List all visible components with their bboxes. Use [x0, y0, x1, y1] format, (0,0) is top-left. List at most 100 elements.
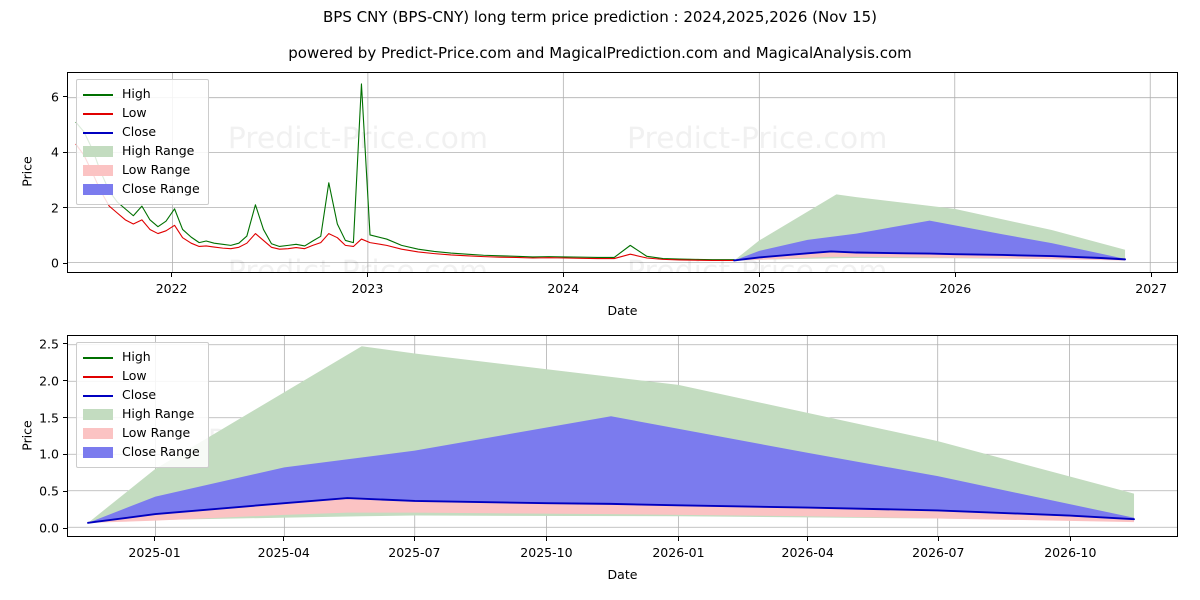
- legend-line-swatch-icon: [83, 93, 113, 96]
- x-tick-label: 2023: [351, 281, 384, 296]
- x-tick-mark: [171, 273, 173, 277]
- y-tick-mark: [63, 490, 67, 492]
- legend-item: Low: [83, 367, 200, 386]
- x-tick-mark: [154, 537, 156, 541]
- top-chart-canvas: Predict-Price.com Predict-Price.comPredic…: [68, 73, 1177, 272]
- x-tick-label: 2025-07: [388, 545, 441, 560]
- band-low-range: [734, 251, 1126, 261]
- legend-item: High Range: [83, 405, 200, 424]
- x-tick-mark: [1150, 273, 1152, 277]
- legend-patch-swatch-icon: [83, 428, 113, 439]
- legend-line-swatch-icon: [83, 112, 113, 115]
- x-tick-label: 2026-01: [652, 545, 705, 560]
- top-chart-x-axis-label: Date: [607, 303, 638, 318]
- legend-item-label: Close Range: [122, 444, 200, 460]
- x-tick-label: 2026-04: [781, 545, 834, 560]
- y-tick-label: 1.0: [39, 446, 59, 462]
- x-tick-label: 2025: [743, 281, 776, 296]
- bottom-chart-x-axis-label: Date: [607, 567, 638, 582]
- legend-item-label: Low Range: [122, 162, 191, 178]
- legend-item: Low Range: [83, 424, 200, 443]
- legend-item: Close: [83, 386, 200, 405]
- legend-item: Close: [83, 123, 200, 142]
- y-tick-label: 0.5: [39, 483, 59, 499]
- legend-item: High Range: [83, 142, 200, 161]
- y-tick-mark: [63, 527, 67, 529]
- legend-line-swatch-icon: [83, 131, 113, 134]
- series-line-high: [76, 84, 734, 260]
- legend-item-label: Close Range: [122, 181, 200, 197]
- legend-item: Close Range: [83, 180, 200, 199]
- y-tick-label: 6: [51, 89, 59, 105]
- x-tick-label: 2025-10: [520, 545, 573, 560]
- legend-item-label: Low: [122, 105, 147, 121]
- legend-item: High: [83, 348, 200, 367]
- legend-item-label: High Range: [122, 406, 195, 422]
- series-line-close: [88, 498, 1134, 523]
- y-tick-label: 4: [51, 144, 59, 160]
- y-tick-mark: [63, 96, 67, 98]
- y-tick-mark: [63, 417, 67, 419]
- x-tick-mark: [413, 537, 415, 541]
- x-tick-mark: [283, 537, 285, 541]
- x-tick-label: 2026-07: [912, 545, 965, 560]
- legend-item: Close Range: [83, 443, 200, 462]
- watermark-text: Predict-Price.com: [627, 121, 887, 156]
- legend-patch-swatch-icon: [83, 409, 113, 420]
- y-tick-label: 2: [51, 200, 59, 216]
- y-tick-mark: [63, 207, 67, 209]
- legend-item: Low Range: [83, 161, 200, 180]
- x-tick-label: 2022: [155, 281, 188, 296]
- top-chart-plot-area: Predict-Price.com Predict-Price.com Predic…: [67, 72, 1178, 273]
- legend-patch-swatch-icon: [83, 184, 113, 195]
- x-tick-mark: [937, 537, 939, 541]
- x-tick-label: 2027: [1135, 281, 1168, 296]
- x-tick-mark: [366, 273, 368, 277]
- x-tick-mark: [677, 537, 679, 541]
- x-tick-mark: [759, 273, 761, 277]
- legend-line-swatch-icon: [83, 394, 113, 397]
- legend-item-label: High Range: [122, 143, 195, 159]
- legend-item-label: Close: [122, 387, 157, 403]
- legend-item: Low: [83, 104, 200, 123]
- legend-item-label: High: [122, 349, 151, 365]
- series-line-close: [734, 251, 1125, 260]
- legend-item-label: High: [122, 86, 151, 102]
- y-tick-label: 0: [51, 255, 59, 271]
- band-low-range: [88, 498, 1135, 523]
- legend-item-label: Low Range: [122, 425, 191, 441]
- x-tick-label: 2026: [939, 281, 972, 296]
- bottom-chart-legend: High Low Close High Range Low Range Close Ran…: [76, 342, 209, 468]
- watermark-text: Predict-Price.com: [228, 254, 488, 272]
- y-tick-mark: [63, 343, 67, 345]
- y-tick-mark: [63, 151, 67, 153]
- x-tick-mark: [954, 273, 956, 277]
- x-tick-label: 2026-10: [1044, 545, 1097, 560]
- y-tick-label: 2.5: [39, 336, 59, 352]
- y-tick-label: 0.0: [39, 520, 59, 536]
- x-tick-mark: [545, 537, 547, 541]
- legend-line-swatch-icon: [83, 375, 113, 378]
- y-tick-mark: [63, 453, 67, 455]
- top-chart-legend: High Low Close High Range Low Range Close Ran…: [76, 79, 209, 205]
- page-title: BPS CNY (BPS-CNY) long term price predic…: [323, 8, 877, 26]
- legend-patch-swatch-icon: [83, 165, 113, 176]
- x-tick-mark: [807, 537, 809, 541]
- legend-line-swatch-icon: [83, 356, 113, 359]
- legend-patch-swatch-icon: [83, 146, 113, 157]
- x-tick-label: 2024: [547, 281, 580, 296]
- y-tick-mark: [63, 262, 67, 264]
- x-tick-label: 2025-04: [257, 545, 310, 560]
- x-tick-mark: [1069, 537, 1071, 541]
- legend-item-label: Low: [122, 368, 147, 384]
- legend-item-label: Close: [122, 124, 157, 140]
- y-tick-label: 1.5: [39, 410, 59, 426]
- x-tick-mark: [562, 273, 564, 277]
- series-line-low: [76, 144, 734, 260]
- x-tick-label: 2025-01: [128, 545, 181, 560]
- y-tick-mark: [63, 380, 67, 382]
- legend-patch-swatch-icon: [83, 447, 113, 458]
